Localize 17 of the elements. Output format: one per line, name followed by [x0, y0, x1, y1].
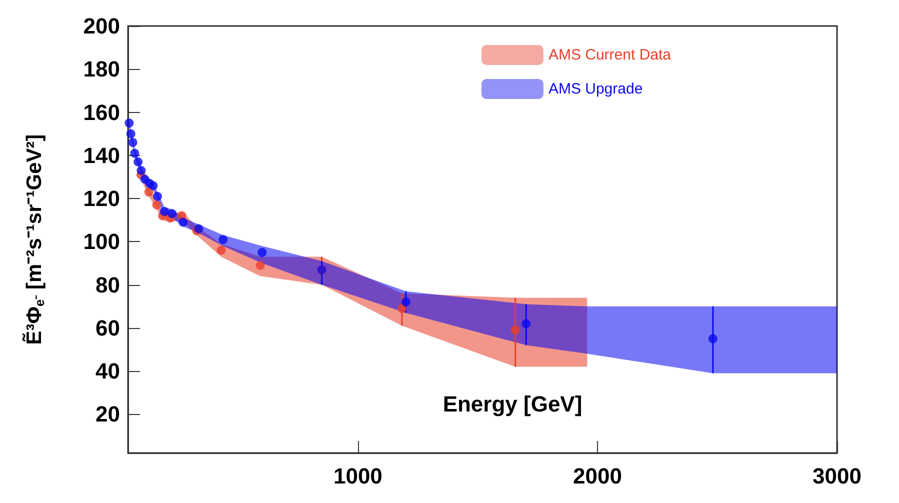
x-tick-label: 1000: [333, 464, 382, 488]
y-tick-label: 100: [83, 229, 120, 254]
legend-label: AMS Current Data: [548, 46, 672, 64]
x-tick-label: 3000: [812, 464, 862, 488]
y-axis-title: Ẽ³Φe⁻ [m⁻²s⁻¹sr⁻¹GeV²]: [22, 134, 47, 345]
x-tick-label: 2000: [572, 464, 622, 488]
y-tick-label: 160: [83, 100, 120, 125]
y-tick-label: 20: [96, 402, 120, 427]
y-tick-label: 60: [96, 315, 120, 340]
y-tick-label: 200: [83, 14, 120, 38]
x-axis-title: Energy [GeV]: [442, 392, 582, 416]
y-tick-label: 80: [96, 272, 120, 298]
y-tick-label: 120: [83, 186, 120, 212]
legend-label: AMS Upgrade: [548, 80, 643, 98]
y-tick-label: 140: [83, 142, 120, 168]
y-tick-label: 180: [83, 56, 120, 82]
y-tick-label: 40: [96, 358, 120, 384]
